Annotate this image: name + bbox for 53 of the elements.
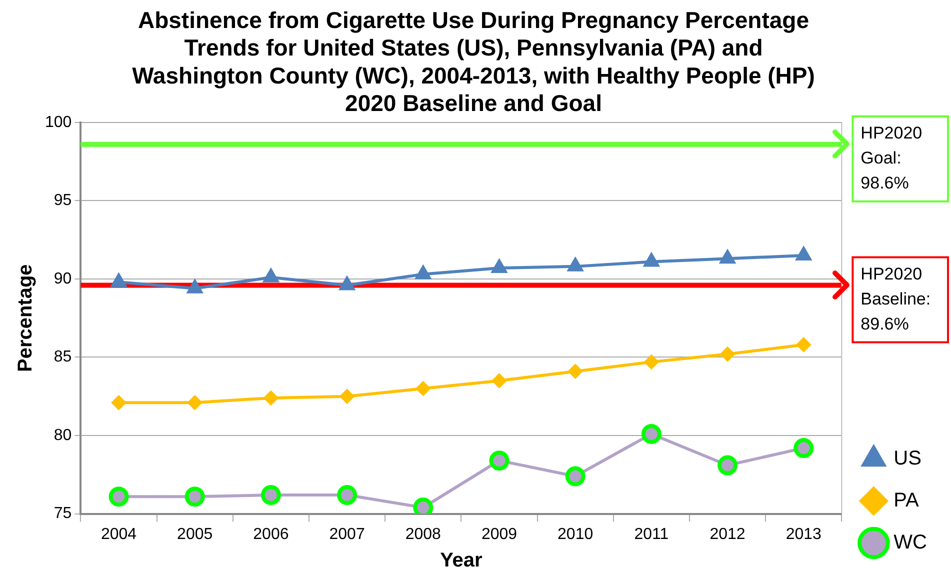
point (492, 373, 507, 388)
x-tick-label: 2005 (177, 526, 213, 543)
x-tick-label: 2008 (405, 526, 442, 543)
point (338, 276, 356, 290)
legend-label: PA (894, 490, 920, 512)
point (567, 256, 584, 272)
point (490, 258, 508, 273)
y-tick-label: 100 (44, 114, 72, 131)
point (184, 486, 205, 507)
point (337, 485, 358, 506)
point (110, 272, 128, 288)
point (108, 486, 129, 507)
point (568, 364, 583, 379)
y-tick-label: 85 (54, 348, 72, 366)
x-tick-label: 2011 (634, 526, 669, 543)
y-axis-title: Percentage (14, 264, 37, 372)
chart-title: Abstinence from Cigarette Use During Pregnancy Percentage Trends for United States (US), Pennsylvania (PA) and Washington County (WC), 2004-2013, with Healthy People (HP) 2020 Baseline and Goal (132, 7, 815, 116)
point (263, 390, 278, 406)
point (719, 249, 736, 264)
ref-line-label: HP2020 Baseline: 89.6% (860, 264, 931, 334)
point (796, 337, 812, 352)
point (186, 278, 204, 294)
point (414, 264, 432, 280)
point (794, 438, 814, 458)
point (644, 354, 659, 370)
ref-line-label: HP2020 Goal: 98.6% (860, 124, 922, 193)
point (340, 388, 355, 404)
x-tick-label: 2009 (481, 526, 518, 543)
point (641, 424, 662, 444)
y-tick-label: 75 (54, 505, 72, 522)
y-tick-label: 90 (54, 270, 72, 288)
x-tick-label: 2006 (253, 526, 289, 543)
x-tick-label: 2010 (558, 526, 594, 543)
point (111, 395, 126, 410)
point (489, 450, 510, 471)
point (187, 395, 202, 410)
x-tick-label: 2013 (786, 526, 822, 543)
point (262, 268, 280, 282)
point (718, 455, 738, 476)
legend-label: US (894, 448, 922, 470)
x-tick-label: 2007 (329, 526, 365, 543)
y-tick-label: 95 (54, 192, 72, 210)
legend-label: WC (894, 532, 928, 554)
point (260, 485, 281, 506)
point (720, 346, 736, 362)
y-tick-label: 80 (54, 426, 72, 444)
x-axis-title: Year (440, 550, 483, 572)
point (795, 246, 812, 260)
point (565, 466, 586, 486)
point (643, 252, 660, 267)
x-tick-label: 2004 (100, 526, 137, 543)
x-tick-label: 2012 (710, 526, 746, 543)
point (416, 381, 431, 396)
